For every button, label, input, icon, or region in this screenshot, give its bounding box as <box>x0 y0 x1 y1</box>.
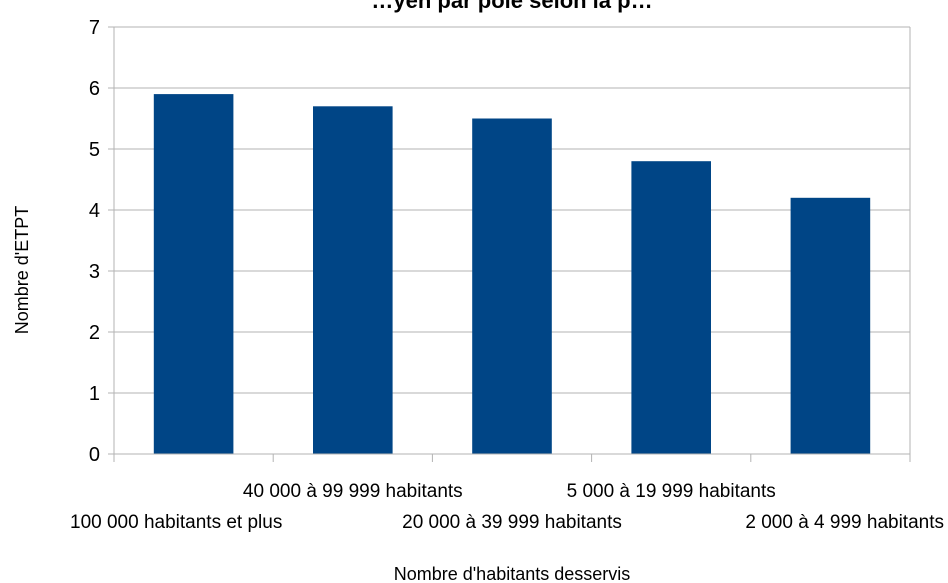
bar <box>153 94 234 454</box>
x-category-label: 2 000 à 4 999 habitants <box>745 512 944 533</box>
y-axis-title: Nombre d'ETPT <box>12 206 32 334</box>
y-tick-labels: 0 1 2 3 4 5 6 7 <box>89 17 100 466</box>
bar <box>790 197 871 455</box>
bar <box>472 118 552 454</box>
chart-title: …yen par pôle selon la p… <box>371 0 652 13</box>
bars <box>153 94 871 455</box>
y-tick-label: 6 <box>89 78 100 100</box>
x-axis-title: Nombre d'habitants desservis <box>394 564 631 583</box>
bar <box>631 161 711 454</box>
y-tick-label: 5 <box>89 139 100 161</box>
x-category-label: 5 000 à 19 999 habitants <box>567 481 776 502</box>
x-category-label: 100 000 habitants et plus <box>70 512 282 533</box>
y-tick-label: 1 <box>89 383 100 405</box>
x-category-label: 40 000 à 99 999 habitants <box>243 481 463 502</box>
axes <box>108 26 911 462</box>
x-category-label: 20 000 à 39 999 habitants <box>402 512 622 533</box>
y-tick-label: 7 <box>89 17 100 39</box>
x-category-labels: 100 000 habitants et plus 40 000 à 99 999… <box>70 481 944 533</box>
y-tick-label: 2 <box>89 322 100 344</box>
y-tick-label: 0 <box>89 444 100 466</box>
bar <box>313 106 393 455</box>
y-tick-label: 4 <box>89 200 100 222</box>
y-tick-label: 3 <box>89 261 100 283</box>
